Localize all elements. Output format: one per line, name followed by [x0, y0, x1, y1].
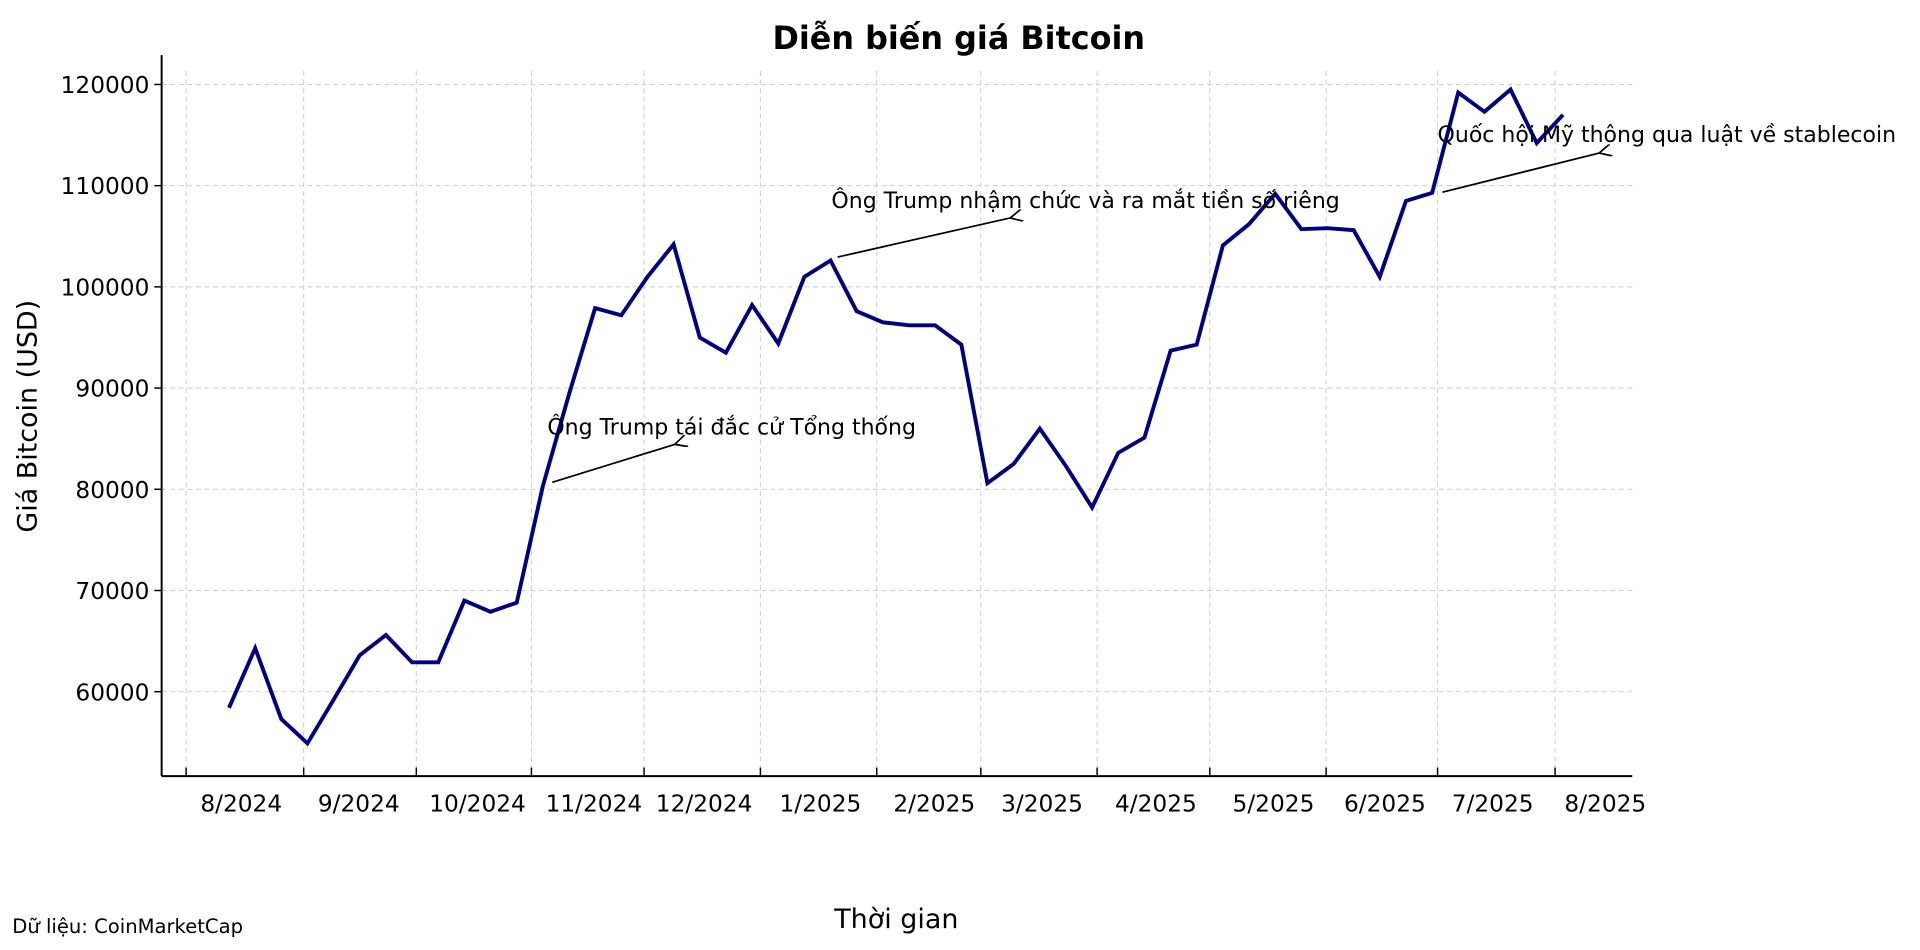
x-tick-label: 4/2025	[1115, 791, 1197, 818]
x-tick-label: 12/2024	[656, 791, 753, 818]
x-tick-label: 6/2025	[1344, 791, 1426, 818]
y-tick-label: 90000	[75, 376, 149, 403]
bitcoin-price-line	[227, 86, 1565, 747]
x-tick-label: 11/2024	[546, 791, 643, 818]
x-tick-label: 3/2025	[1001, 791, 1083, 818]
x-tick-label: 5/2025	[1233, 791, 1315, 818]
x-tick-label: 8/2025	[1564, 791, 1646, 818]
x-tick-label: 10/2024	[429, 791, 526, 818]
annotation-stablecoin: Quốc hội Mỹ thông qua luật về stablecoin	[1438, 123, 1897, 148]
x-tick-label: 2/2025	[893, 791, 975, 818]
x-tick-label: 1/2025	[780, 791, 862, 818]
x-tick-label: 8/2024	[200, 791, 282, 818]
x-axis-ticks: 8/2024 9/2024 10/2024 11/2024 12/2024 1/2025 2…	[185, 767, 1646, 818]
y-tick-label: 100000	[61, 274, 150, 301]
vertical-gridlines	[185, 71, 1556, 777]
y-tick-label: 80000	[75, 477, 149, 504]
y-tick-label: 110000	[61, 173, 150, 200]
annotation-arrow-inauguration	[837, 218, 1011, 258]
horizontal-gridlines	[161, 83, 1633, 693]
x-tick-label: 7/2025	[1452, 791, 1534, 818]
y-tick-label: 60000	[75, 679, 149, 706]
x-axis-label: Thời gian	[833, 904, 958, 935]
y-axis-label: Giá Bitcoin (USD)	[13, 300, 44, 533]
x-tick-label: 9/2024	[318, 791, 400, 818]
annotation-inauguration: Ông Trump nhậm chức và ra mắt tiền số ri…	[831, 188, 1339, 214]
data-source: Dữ liệu: CoinMarketCap	[12, 915, 243, 938]
y-tick-label: 70000	[75, 578, 149, 605]
y-tick-label: 120000	[61, 72, 150, 99]
annotation-arrow-election	[551, 444, 674, 484]
annotation-election: Ông Trump tái đắc cử Tổng thống	[547, 415, 916, 441]
y-axis-ticks: 60000 70000 80000 90000 100000 110000 120000	[61, 72, 162, 706]
chart-title: Diễn biến giá Bitcoin	[772, 19, 1145, 57]
annotation-arrow-stablecoin	[1442, 153, 1599, 194]
